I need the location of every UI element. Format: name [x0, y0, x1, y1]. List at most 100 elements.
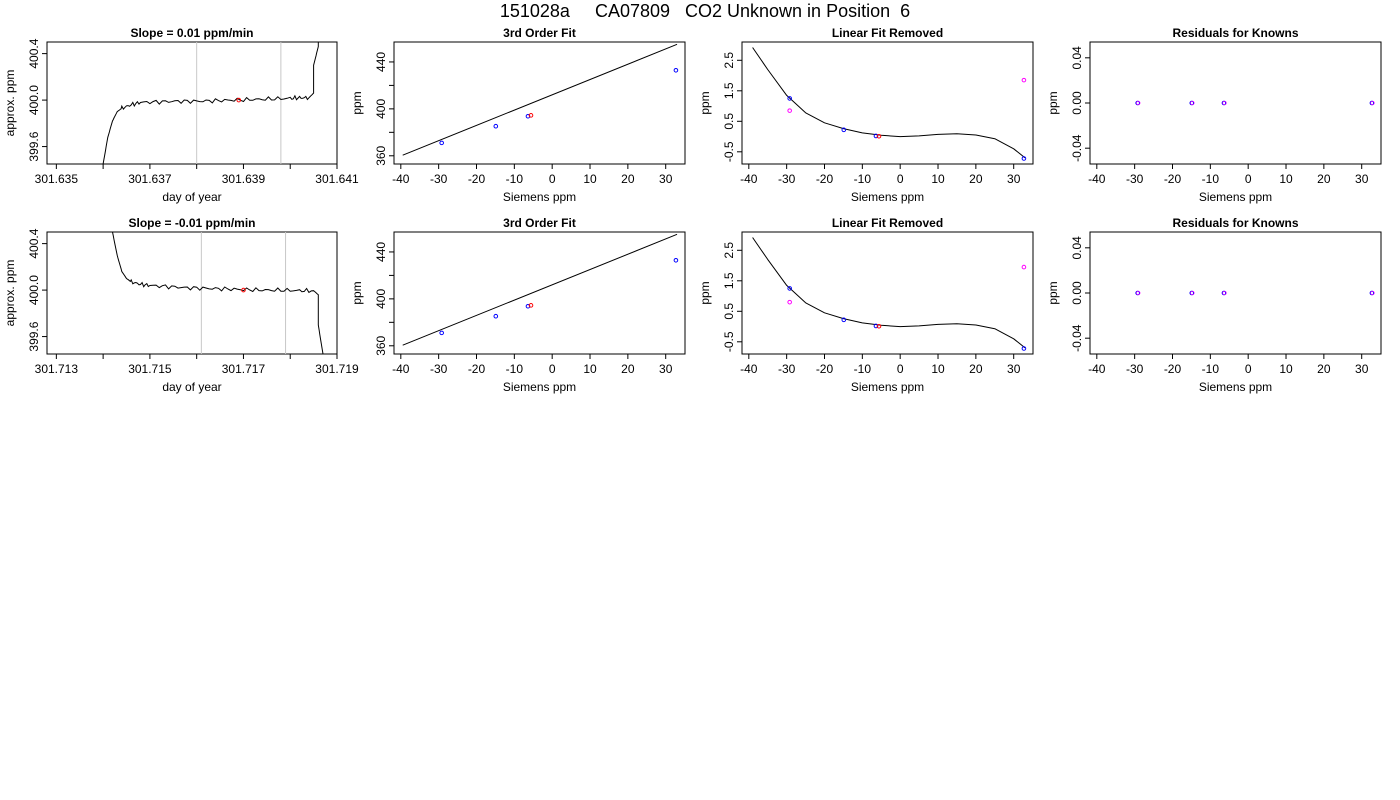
x-axis-label: Siemens ppm	[1199, 190, 1272, 204]
plot-area	[752, 237, 1027, 351]
data-point-overlay	[1370, 100, 1375, 106]
plot-area	[402, 233, 679, 346]
y-tick-label: -0.5	[722, 141, 736, 162]
y-tick-label: 360	[374, 335, 388, 355]
x-tick-label: 30	[659, 362, 673, 376]
y-tick-label: 400.0	[27, 85, 41, 115]
data-point	[673, 67, 679, 73]
data-point-overlay	[1190, 290, 1195, 296]
y-tick-label: 400.4	[27, 38, 41, 68]
y-tick-label: 0.04	[1070, 236, 1084, 260]
y-tick-label: 400	[374, 289, 388, 309]
x-tick-label: 301.637	[128, 172, 172, 186]
data-point	[1021, 77, 1027, 83]
drift-trace	[102, 42, 319, 164]
x-tick-label: -30	[778, 172, 796, 186]
y-tick-label: -0.04	[1070, 324, 1084, 352]
y-tick-label: 0.00	[1070, 281, 1084, 305]
chart-panel-linres-1: Linear Fit Removed -40 -30 -20 -10 0 10 20 30 -0.…	[698, 26, 1034, 204]
fit-curve	[752, 237, 1026, 349]
data-point-overlay	[1136, 290, 1141, 296]
chart-panel-linres-2: Linear Fit Removed -40 -30 -20 -10 0 10 20 30 -0.…	[698, 216, 1034, 394]
data-point	[876, 323, 882, 329]
y-tick-label: 1.5	[722, 82, 736, 99]
chart-panel-resid-2: Residuals for Knowns -40 -30 -20 -10 0 10 20 30 -…	[1046, 216, 1382, 394]
y-axis-label: approx. ppm	[3, 70, 17, 137]
x-axis-label: Siemens ppm	[851, 190, 924, 204]
data-point	[673, 257, 679, 263]
data-point	[873, 323, 879, 329]
plot-frame	[393, 231, 686, 355]
plot-frame	[46, 41, 338, 165]
data-point	[1021, 156, 1027, 161]
x-tick-label: -30	[778, 362, 796, 376]
y-axis-label: ppm	[698, 91, 712, 114]
x-tick-label: 20	[969, 172, 983, 186]
data-point	[493, 313, 499, 319]
x-tick-label: 10	[583, 172, 597, 186]
x-axis-label: Siemens ppm	[503, 380, 576, 394]
y-tick-label: -0.04	[1070, 134, 1084, 162]
x-tick-label: -40	[392, 172, 410, 186]
x-tick-label: 301.715	[128, 362, 172, 376]
data-point	[876, 133, 882, 139]
panel-title: Slope = -0.01 ppm/min	[128, 216, 255, 230]
x-tick-label: 20	[969, 362, 983, 376]
x-tick-label: -10	[1202, 172, 1220, 186]
x-tick-label: 10	[1279, 172, 1293, 186]
x-tick-label: 0	[549, 172, 556, 186]
data-point-overlay	[1222, 290, 1227, 296]
panel-title: 3rd Order Fit	[503, 216, 576, 230]
chart-panel-drift-2: Slope = -0.01 ppm/min 301.713 301.715 301.7…	[3, 216, 359, 394]
y-tick-label: 440	[374, 242, 388, 262]
plot-frame	[741, 231, 1034, 355]
x-tick-label: -30	[430, 172, 448, 186]
x-tick-label: 20	[1317, 172, 1331, 186]
x-axis-label: day of year	[162, 380, 221, 394]
plot-frame	[1089, 41, 1382, 165]
plot-frame	[741, 41, 1034, 165]
x-tick-label: -20	[468, 172, 486, 186]
x-tick-label: 30	[1007, 172, 1021, 186]
y-tick-label: 0.5	[722, 113, 736, 130]
x-tick-label: -10	[506, 362, 524, 376]
x-tick-label: 20	[1317, 362, 1331, 376]
x-axis-label: day of year	[162, 190, 221, 204]
x-tick-label: 301.717	[222, 362, 266, 376]
x-tick-label: -40	[740, 362, 758, 376]
x-tick-label: 0	[1245, 172, 1252, 186]
x-tick-label: -10	[506, 172, 524, 186]
data-point	[787, 96, 792, 101]
y-tick-label: 2.5	[722, 52, 736, 69]
y-tick-label: 400	[374, 99, 388, 119]
x-tick-label: 0	[897, 172, 904, 186]
plot-area	[102, 42, 319, 164]
page-title: 151028a CA07809 CO2 Unknown in Position …	[499, 1, 911, 21]
x-axis-label: Siemens ppm	[851, 380, 924, 394]
y-axis-label: ppm	[350, 91, 364, 114]
x-tick-label: -40	[392, 362, 410, 376]
data-point	[1021, 346, 1027, 351]
y-tick-label: 360	[374, 145, 388, 165]
data-point	[236, 97, 242, 103]
data-point	[787, 299, 792, 305]
data-point	[787, 286, 792, 291]
x-tick-label: 30	[1007, 362, 1021, 376]
data-point	[873, 133, 879, 139]
y-tick-label: 400.0	[27, 275, 41, 305]
x-tick-label: -30	[430, 362, 448, 376]
x-axis-label: Siemens ppm	[503, 190, 576, 204]
x-axis-label: Siemens ppm	[1199, 380, 1272, 394]
y-tick-label: 1.5	[722, 272, 736, 289]
panel-title: Residuals for Knowns	[1172, 216, 1298, 230]
y-tick-label: 2.5	[722, 242, 736, 259]
x-tick-label: -20	[1164, 172, 1182, 186]
y-tick-label: 440	[374, 52, 388, 72]
y-tick-label: 399.6	[27, 321, 41, 351]
panel-title: Linear Fit Removed	[832, 216, 943, 230]
x-tick-label: 10	[931, 172, 945, 186]
panel-title: Slope = 0.01 ppm/min	[130, 26, 253, 40]
x-tick-label: 301.641	[315, 172, 359, 186]
y-axis-label: ppm	[1046, 281, 1060, 304]
y-axis-label: approx. ppm	[3, 260, 17, 327]
